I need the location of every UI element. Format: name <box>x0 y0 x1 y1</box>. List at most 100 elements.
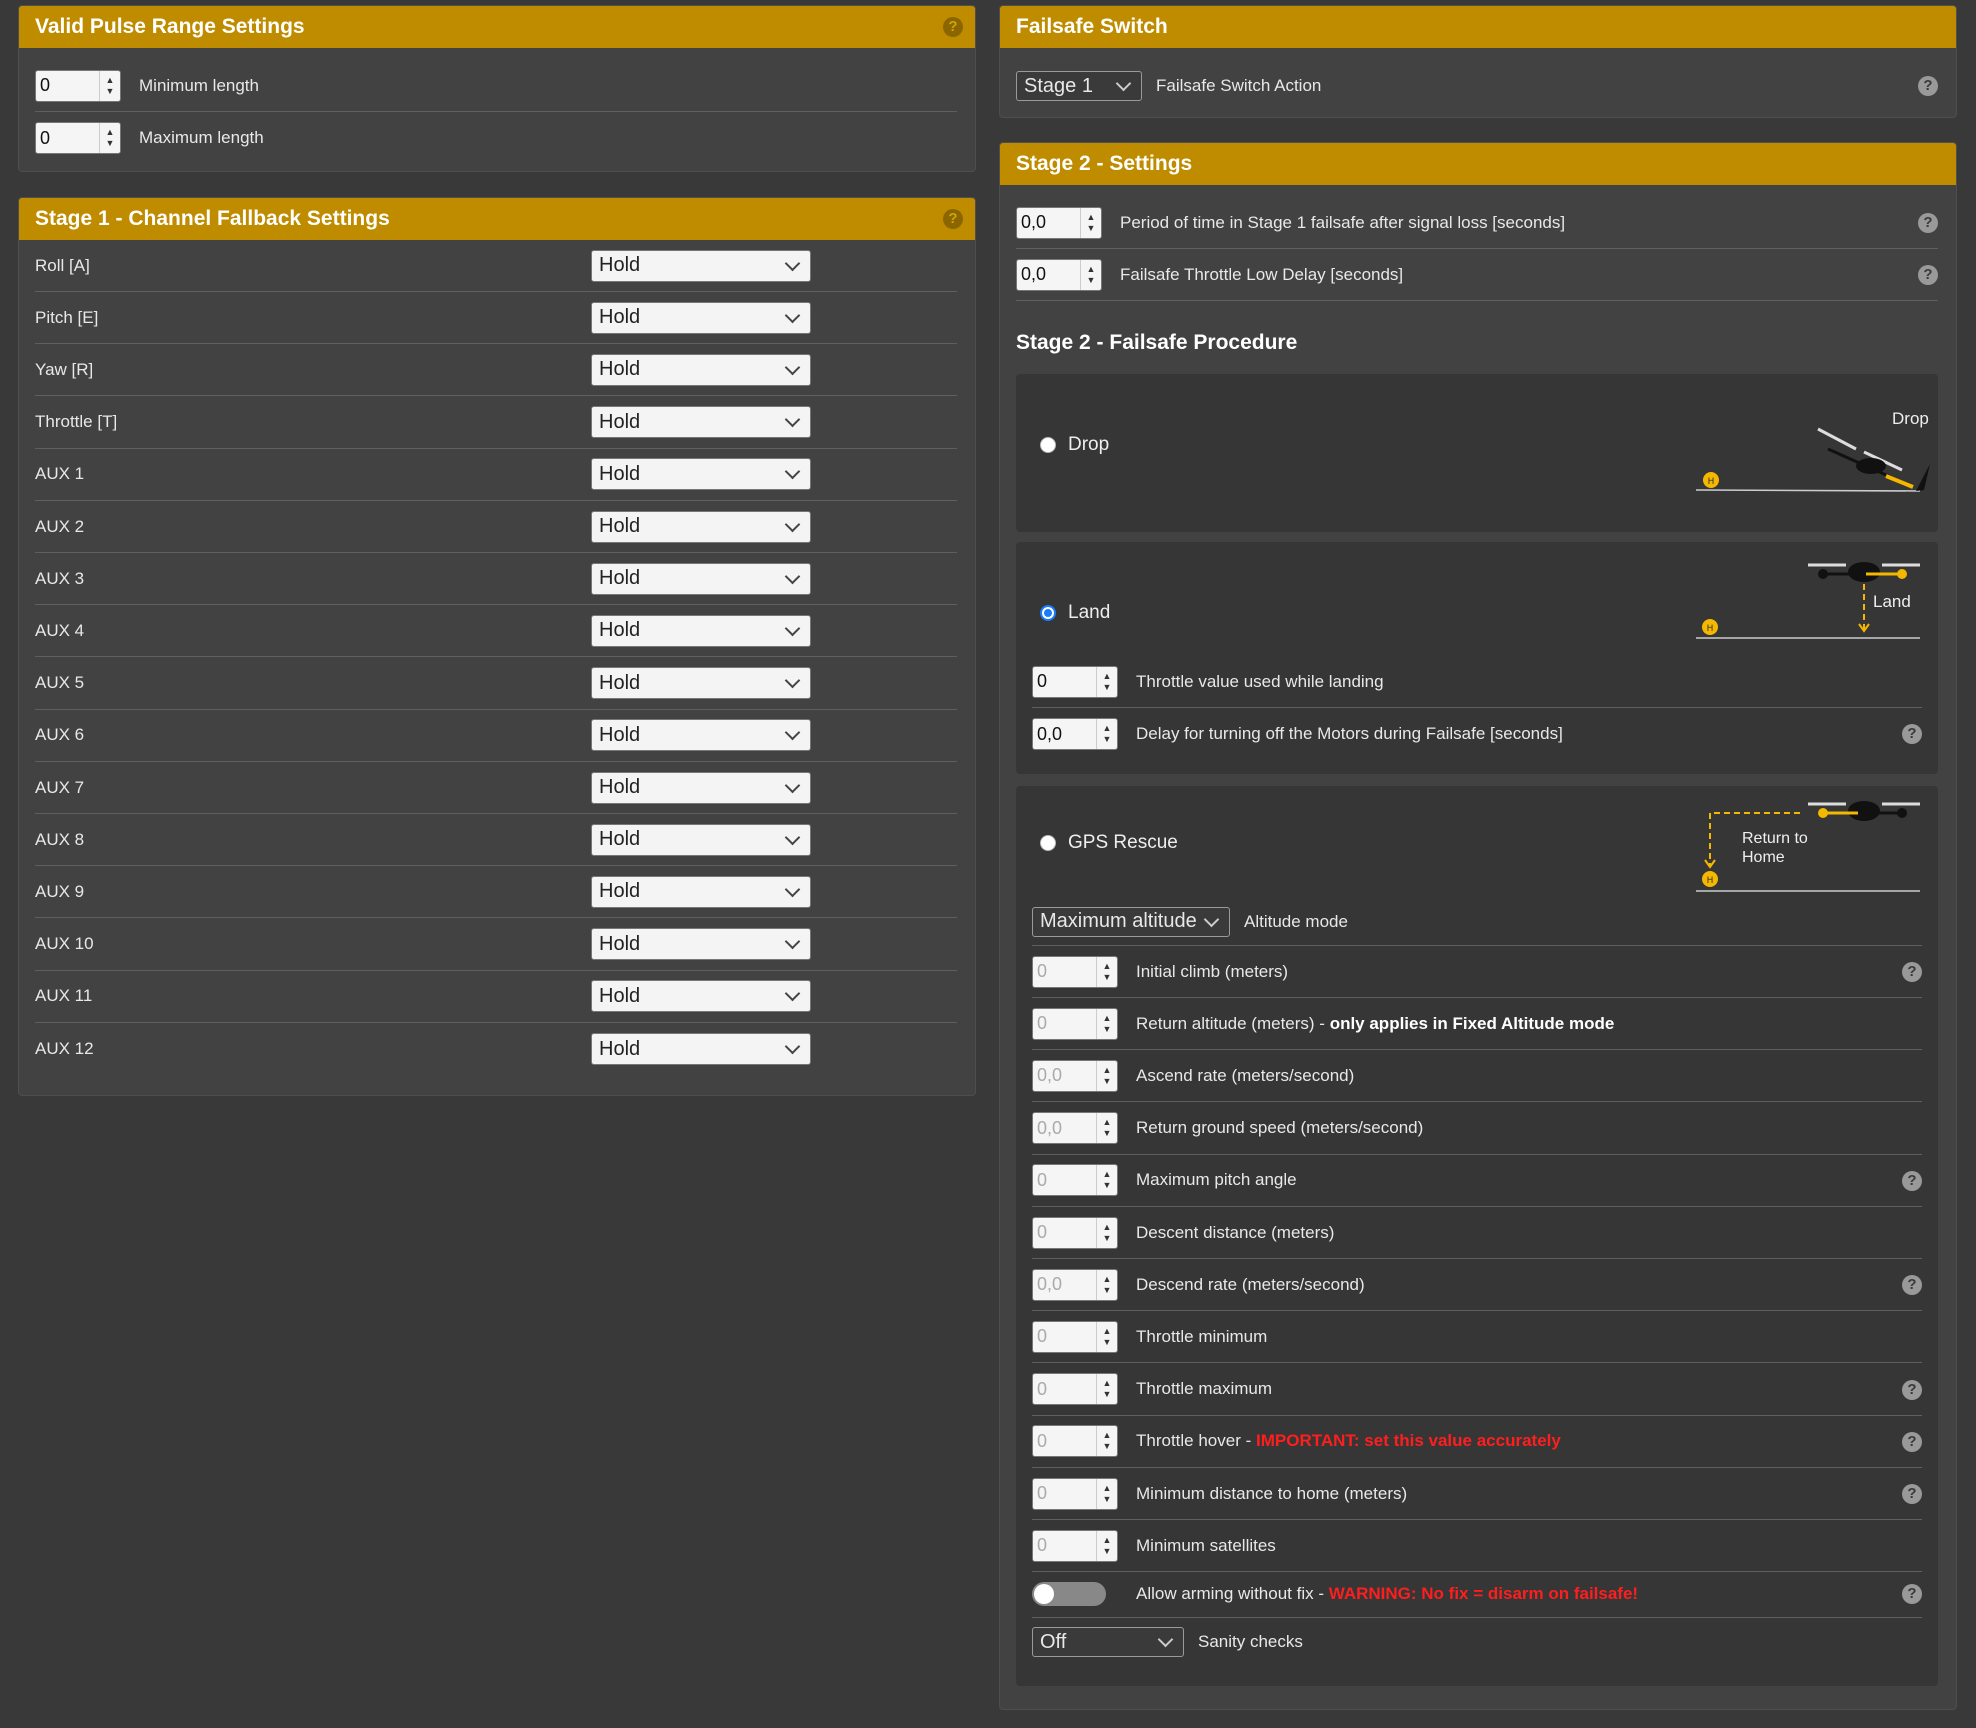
stepper-arrows[interactable]: ▲ ▼ <box>1095 1426 1117 1457</box>
gps-setting-input[interactable]: ▲▼ <box>1032 955 1118 988</box>
failsafe-switch-select[interactable]: Stage 1 <box>1016 71 1142 101</box>
stepper-arrows[interactable]: ▲ ▼ <box>98 123 120 153</box>
max-length-input[interactable]: ▲▼ <box>35 122 121 154</box>
channel-mode-select[interactable]: Hold <box>591 667 811 700</box>
gps-option[interactable]: GPS Rescue <box>1040 832 1178 854</box>
stepper-arrows[interactable]: ▲ ▼ <box>1095 1374 1117 1405</box>
channel-mode-select[interactable]: Hold <box>591 823 811 856</box>
gps-setting-value[interactable] <box>1033 1113 1096 1144</box>
stage1-panel: Stage 1 - Channel Fallback Settings ? Ro… <box>18 197 976 1096</box>
channel-mode-select[interactable]: Hold <box>591 353 811 386</box>
channel-label: AUX 4 <box>35 620 85 640</box>
channel-mode-select[interactable]: Hold <box>591 406 811 439</box>
help-icon[interactable]: ? <box>1902 1484 1922 1504</box>
gps-setting-value[interactable] <box>1033 956 1096 987</box>
channel-label: AUX 7 <box>35 777 85 797</box>
gps-radio[interactable] <box>1040 835 1056 851</box>
channel-mode-select[interactable]: Hold <box>591 458 811 491</box>
channel-mode-select[interactable]: Hold <box>591 249 811 282</box>
drop-radio[interactable] <box>1040 437 1056 453</box>
stepper-arrows[interactable]: ▲ ▼ <box>1095 1321 1117 1352</box>
help-icon[interactable]: ? <box>1918 76 1938 96</box>
gps-setting-input[interactable]: ▲▼ <box>1032 1216 1118 1249</box>
channel-label: AUX 5 <box>35 673 85 693</box>
stepper-arrows[interactable]: ▲ ▼ <box>1095 1530 1117 1561</box>
gps-setting-value[interactable] <box>1033 1165 1096 1196</box>
gps-setting-input[interactable]: ▲▼ <box>1032 1529 1118 1562</box>
stepper-arrows[interactable]: ▲ ▼ <box>1095 1165 1117 1196</box>
channel-mode-select[interactable]: Hold <box>591 719 811 752</box>
gps-setting-value[interactable] <box>1033 1374 1096 1405</box>
channel-mode-select[interactable]: Hold <box>591 980 811 1013</box>
gps-setting-input[interactable]: ▲▼ <box>1032 1164 1118 1197</box>
drop-option[interactable]: Drop <box>1040 434 1109 456</box>
stepper-arrows[interactable]: ▲ ▼ <box>1095 1269 1117 1300</box>
min-length-input[interactable]: ▲▼ <box>35 69 121 102</box>
channel-mode-select[interactable]: Hold <box>591 301 811 334</box>
channel-label: AUX 10 <box>35 934 94 954</box>
stepper-arrows[interactable]: ▲ ▼ <box>1079 259 1101 290</box>
help-icon[interactable]: ? <box>1918 265 1938 285</box>
channel-mode-select[interactable]: Hold <box>591 614 811 647</box>
gps-setting-input[interactable]: ▲▼ <box>1032 1477 1118 1510</box>
arming-toggle[interactable] <box>1032 1581 1106 1606</box>
stepper-arrows[interactable]: ▲ ▼ <box>1095 719 1117 749</box>
land-throttle-input[interactable]: ▲▼ <box>1032 665 1118 698</box>
min-length-value[interactable] <box>36 70 99 101</box>
land-delay-value[interactable] <box>1033 719 1096 749</box>
gps-setting-value[interactable] <box>1033 1008 1096 1039</box>
gps-setting-value[interactable] <box>1033 1269 1096 1300</box>
help-icon[interactable]: ? <box>943 209 963 229</box>
gps-setting-input[interactable]: ▲▼ <box>1032 1268 1118 1301</box>
help-icon[interactable]: ? <box>943 17 963 37</box>
channel-mode-select[interactable]: Hold <box>591 928 811 961</box>
channel-mode-select[interactable]: Hold <box>591 1033 811 1065</box>
period-value[interactable] <box>1017 207 1080 238</box>
throttle-low-delay-input[interactable]: ▲▼ <box>1016 258 1102 291</box>
stepper-arrows[interactable]: ▲ ▼ <box>1095 1217 1117 1248</box>
help-icon[interactable]: ? <box>1902 724 1922 744</box>
gps-setting-input[interactable]: ▲▼ <box>1032 1373 1118 1406</box>
gps-setting-value[interactable] <box>1033 1060 1096 1091</box>
gps-setting-value[interactable] <box>1033 1530 1096 1561</box>
stepper-arrows[interactable]: ▲ ▼ <box>1095 666 1117 697</box>
throttle-low-delay-value[interactable] <box>1017 259 1080 290</box>
land-option[interactable]: Land <box>1040 602 1110 624</box>
channel-mode-select[interactable]: Hold <box>591 510 811 543</box>
gps-setting-input[interactable]: ▲▼ <box>1032 1007 1118 1040</box>
period-input[interactable]: ▲▼ <box>1016 206 1102 239</box>
gps-setting-value[interactable] <box>1033 1217 1096 1248</box>
gps-setting-input[interactable]: ▲▼ <box>1032 1320 1118 1353</box>
channel-mode-select[interactable]: Hold <box>591 875 811 908</box>
channel-label: AUX 9 <box>35 881 85 901</box>
stepper-arrows[interactable]: ▲ ▼ <box>1095 1008 1117 1039</box>
gps-setting-input[interactable]: ▲▼ <box>1032 1425 1118 1458</box>
channel-mode-select[interactable]: Hold <box>591 771 811 804</box>
help-icon[interactable]: ? <box>1918 213 1938 233</box>
land-throttle-value[interactable] <box>1033 666 1096 697</box>
gps-setting-value[interactable] <box>1033 1426 1096 1457</box>
stepper-arrows[interactable]: ▲ ▼ <box>1095 1113 1117 1144</box>
gps-setting-input[interactable]: ▲▼ <box>1032 1112 1118 1145</box>
channel-mode-select[interactable]: Hold <box>591 562 811 595</box>
max-length-value[interactable] <box>36 123 99 153</box>
altitude-mode-select[interactable]: Maximum altitude <box>1032 906 1230 937</box>
help-icon[interactable]: ? <box>1902 1379 1922 1400</box>
land-delay-input[interactable]: ▲▼ <box>1032 718 1118 750</box>
help-icon[interactable]: ? <box>1902 1170 1922 1191</box>
gps-setting-value[interactable] <box>1033 1478 1096 1509</box>
help-icon[interactable]: ? <box>1902 1431 1922 1452</box>
gps-setting-input[interactable]: ▲▼ <box>1032 1059 1118 1092</box>
help-icon[interactable]: ? <box>1902 1275 1922 1296</box>
stepper-arrows[interactable]: ▲ ▼ <box>98 70 120 101</box>
stepper-arrows[interactable]: ▲ ▼ <box>1095 1478 1117 1509</box>
stepper-arrows[interactable]: ▲ ▼ <box>1095 956 1117 987</box>
help-icon[interactable]: ? <box>1902 1584 1922 1604</box>
stepper-arrows[interactable]: ▲ ▼ <box>1079 207 1101 238</box>
channel-label: AUX 1 <box>35 464 85 484</box>
sanity-select[interactable]: Off <box>1032 1627 1184 1657</box>
gps-setting-value[interactable] <box>1033 1321 1096 1352</box>
land-radio[interactable] <box>1040 605 1056 621</box>
help-icon[interactable]: ? <box>1902 962 1922 982</box>
stepper-arrows[interactable]: ▲ ▼ <box>1095 1060 1117 1091</box>
